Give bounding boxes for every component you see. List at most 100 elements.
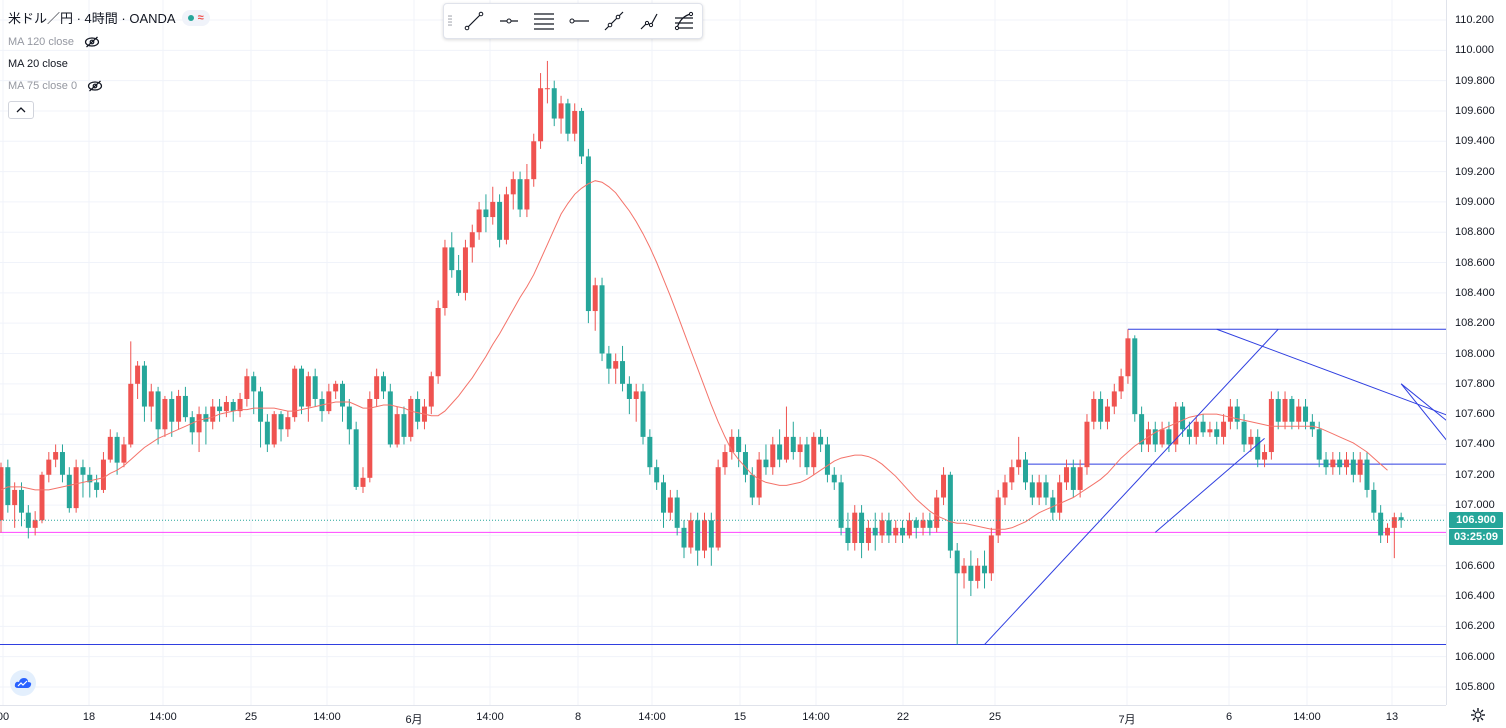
trend-line xyxy=(1216,328,1446,416)
candle-body xyxy=(299,368,305,407)
candle-body xyxy=(401,414,407,437)
candle-body xyxy=(1125,338,1131,377)
candle-body xyxy=(763,459,769,468)
time-tick: 18 xyxy=(82,711,96,723)
ray-tool-button[interactable] xyxy=(491,4,526,38)
candle-body xyxy=(872,527,878,536)
time-tick: 25 xyxy=(988,711,1002,723)
indicator-ma-120[interactable]: MA 120 close xyxy=(8,35,210,49)
candle-body xyxy=(148,391,154,407)
collapse-legend-button[interactable] xyxy=(8,101,34,119)
candle-body xyxy=(189,417,195,433)
chart-area[interactable]: 米ドル／円 · 4時間 · OANDA ≈ MA 120 close MA 20… xyxy=(0,0,1446,705)
candle-body xyxy=(1166,429,1172,445)
horizontal-ray-tool-button[interactable] xyxy=(561,4,596,38)
indicator-label: MA 120 close xyxy=(8,36,75,48)
candle-body xyxy=(73,467,79,509)
candle-body xyxy=(599,285,605,354)
candle-body xyxy=(1057,482,1063,513)
indicator-ma-75[interactable]: MA 75 close 0 xyxy=(8,79,210,93)
candle-body xyxy=(87,474,93,483)
time-tick: 15 xyxy=(733,711,747,723)
price-axis[interactable]: 110.200 110.000 109.800 109.600 109.400 109.2… xyxy=(1446,0,1506,705)
symbol-title[interactable]: 米ドル／円 · 4時間 · OANDA xyxy=(8,11,176,26)
candle-body xyxy=(387,391,393,445)
market-status-icon[interactable]: ≈ xyxy=(181,9,210,26)
price-tick: 110.000 xyxy=(1455,44,1494,57)
horizontal-lines[interactable] xyxy=(0,328,1446,646)
candle-body xyxy=(230,402,236,412)
candle-body xyxy=(818,436,824,445)
candle-body xyxy=(1330,459,1336,468)
fib-tool-button[interactable] xyxy=(666,4,701,38)
trend-line-icon xyxy=(464,11,483,31)
price-tick: 105.800 xyxy=(1455,681,1495,693)
path-tool-button[interactable] xyxy=(631,4,666,38)
bar-countdown-label: 03:25:09 xyxy=(1449,529,1503,546)
candle-body xyxy=(1002,482,1008,498)
trend-lines[interactable] xyxy=(984,328,1446,645)
time-axis[interactable]: 00 18 14:00 25 14:00 6月 14:00 8 14:00 15 14:00 22 25… xyxy=(0,705,1446,728)
candle-body xyxy=(1275,398,1281,422)
drawing-toolbar[interactable] xyxy=(443,3,703,39)
candle-body xyxy=(46,459,52,475)
candle-body xyxy=(852,512,858,543)
candle-body xyxy=(1289,398,1295,422)
extended-line-tool-button[interactable] xyxy=(596,4,631,38)
price-chart[interactable] xyxy=(0,0,1446,705)
candle-body xyxy=(1227,406,1233,422)
candle-body xyxy=(681,527,687,548)
candle-body xyxy=(176,395,182,422)
gear-icon[interactable] xyxy=(1470,707,1486,723)
time-tick: 14:00 xyxy=(1293,711,1321,723)
time-tick: 14:00 xyxy=(802,711,830,723)
candle-body xyxy=(797,444,803,453)
eye-crossed-icon[interactable] xyxy=(84,36,100,48)
candle-body xyxy=(579,110,585,157)
candle-body xyxy=(592,285,598,312)
candle-body xyxy=(572,110,578,134)
candle-body xyxy=(196,414,202,433)
candle-body xyxy=(483,209,489,218)
time-tick: 14:00 xyxy=(476,711,504,723)
candle-body xyxy=(654,467,660,483)
candle-body xyxy=(934,497,940,528)
candle-body xyxy=(94,482,100,490)
price-tick: 108.800 xyxy=(1455,226,1495,239)
parallel-channel-tool-button[interactable] xyxy=(526,4,561,38)
candle-body xyxy=(333,383,339,392)
eye-crossed-icon[interactable] xyxy=(87,80,103,92)
chevron-up-icon xyxy=(16,107,26,113)
candle-body xyxy=(913,520,919,528)
candle-body xyxy=(1180,406,1186,430)
path-icon xyxy=(640,13,658,30)
candle-body xyxy=(462,247,468,293)
price-tick: 106.200 xyxy=(1455,620,1495,633)
candle-body xyxy=(1214,429,1220,437)
trend-line-tool-button[interactable] xyxy=(456,4,491,38)
candle-body xyxy=(1391,517,1397,528)
candle-body xyxy=(1371,489,1377,513)
parallel-channel-icon xyxy=(533,13,554,30)
tradingview-logo[interactable] xyxy=(10,670,36,696)
indicator-label: MA 75 close 0 xyxy=(8,80,78,92)
time-tick: 13 xyxy=(1385,711,1399,723)
candle-body xyxy=(606,353,612,369)
candle-body xyxy=(1063,467,1069,483)
candle-body xyxy=(749,474,755,498)
candle-body xyxy=(456,270,462,293)
candle-body xyxy=(1344,459,1350,468)
candle-body xyxy=(865,527,871,543)
candles xyxy=(0,60,1404,645)
price-tick: 106.600 xyxy=(1455,559,1495,572)
candle-body xyxy=(736,436,742,453)
candle-body xyxy=(278,414,284,430)
candle-body xyxy=(551,88,557,119)
candle-body xyxy=(941,474,947,498)
candle-body xyxy=(1023,459,1028,483)
chart-legend: 米ドル／円 · 4時間 · OANDA ≈ MA 120 close MA 20… xyxy=(8,8,210,119)
indicator-ma-20[interactable]: MA 20 close xyxy=(8,57,210,71)
candle-body xyxy=(1350,459,1356,475)
drag-handle[interactable] xyxy=(444,4,456,38)
trend-line xyxy=(1154,438,1265,533)
